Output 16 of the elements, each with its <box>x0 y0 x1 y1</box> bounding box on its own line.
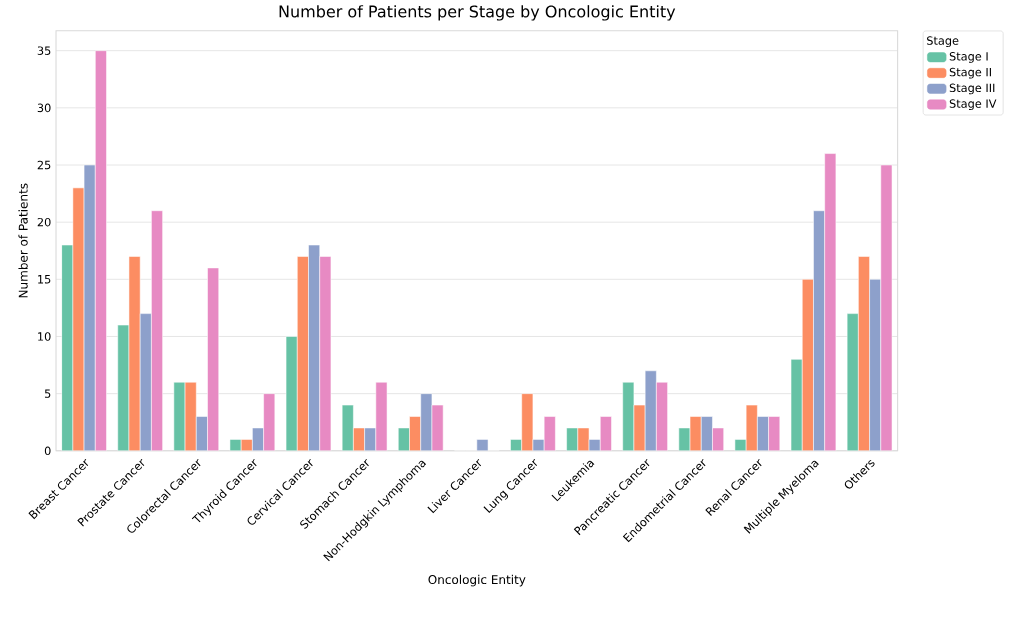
y-tick-label: 20 <box>37 218 51 227</box>
legend-label: Stage III <box>949 83 995 95</box>
y-tick-label: 10 <box>38 332 51 342</box>
chart-title: Number of Patients per Stage by Oncologic Entity <box>279 5 676 21</box>
y-tick-label: 5 <box>44 389 51 399</box>
legend-label: Stage II <box>949 68 991 79</box>
y-tick-label: 0 <box>44 446 51 456</box>
legend-label: Stage IV <box>949 99 997 111</box>
y-tick-label: 25 <box>37 160 51 170</box>
x-axis-title: Oncologic Entity <box>428 575 526 587</box>
y-axis-title: Number of Patients <box>18 183 28 298</box>
y-tick-label: 15 <box>38 275 51 284</box>
y-tick-label: 30 <box>37 103 51 113</box>
legend-label: Stage I <box>949 52 988 64</box>
y-tick-label: 35 <box>37 46 51 56</box>
legend-title: Stage <box>927 36 959 48</box>
